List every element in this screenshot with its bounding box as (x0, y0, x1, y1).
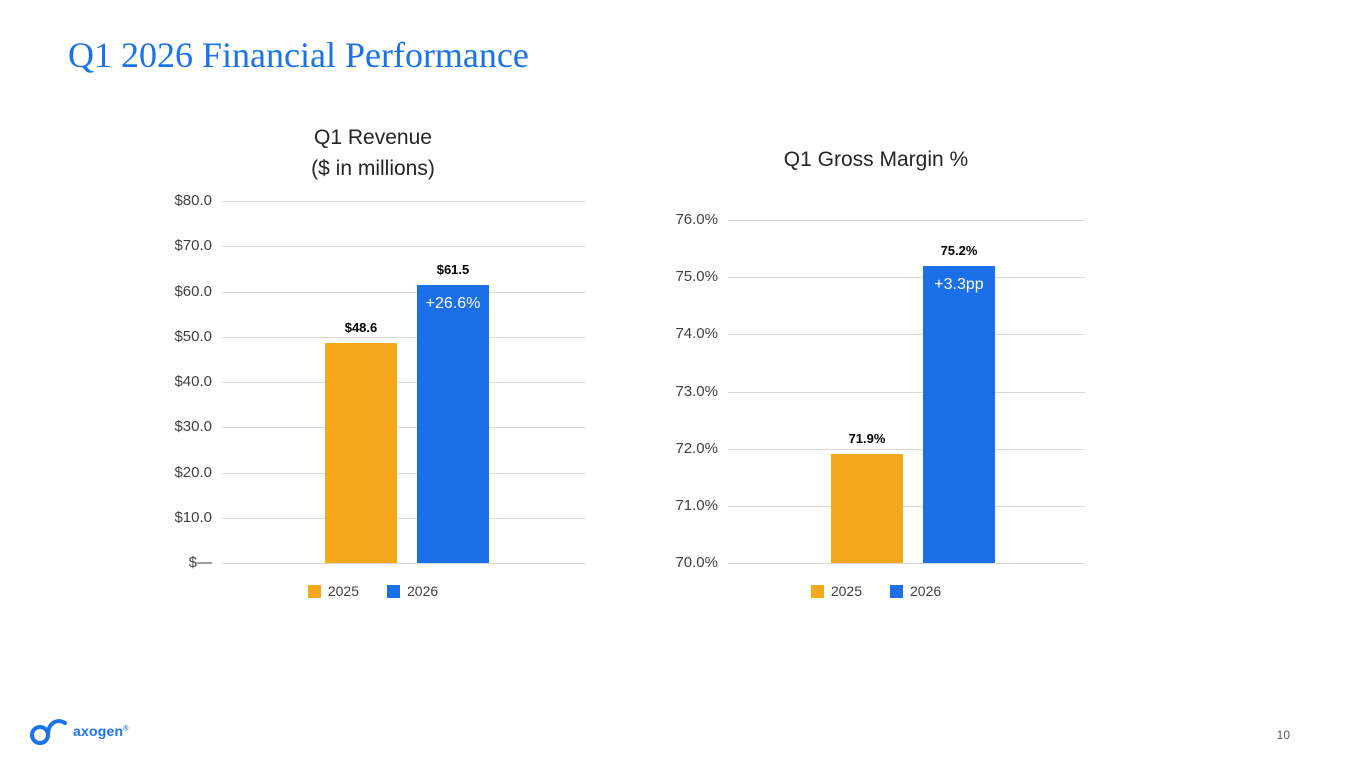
bar-data-label: 75.2% (940, 242, 978, 258)
bar-change-annotation: +26.6% (425, 294, 481, 312)
bar-change-annotation: +3.3pp (934, 275, 984, 293)
gridline (222, 336, 585, 338)
gross-margin-chart-legend: 2025 2026 (666, 583, 1086, 599)
legend-swatch-2026 (890, 584, 903, 598)
y-axis-tick-label: $30.0 (174, 418, 212, 436)
y-axis-tick-label: $40.0 (174, 373, 212, 390)
bar-data-label: 71.9% (848, 431, 886, 447)
gridline (222, 517, 585, 519)
revenue-chart-title-line2: ($ in millions) (311, 157, 435, 180)
gross-margin-chart-title: Q1 Gross Margin % (666, 144, 1086, 175)
bar-2025 (831, 454, 903, 563)
y-axis-tick-label: 71.0% (675, 496, 718, 514)
y-axis-tick-label: 75.0% (675, 268, 718, 286)
y-axis-tick-label: $60.0 (174, 282, 212, 300)
legend-item-2025: 2025 (810, 583, 862, 599)
gross-margin-chart-plot: 70.0% 71.0% 72.0% 73.0% 74.0% 75.0% 76.0% 71.9%… (666, 211, 1085, 571)
gridline (728, 563, 1085, 564)
bar-2026 (417, 284, 489, 563)
gridline (222, 563, 585, 564)
y-axis-tick-label: 76.0% (675, 211, 718, 228)
revenue-chart-legend: 2025 2026 (160, 583, 586, 599)
gridline (222, 291, 585, 293)
gridline (728, 277, 1085, 279)
gridline (728, 391, 1085, 393)
legend-label: 2025 (830, 583, 862, 599)
gridline (222, 382, 585, 383)
bar-data-label: $61.5 (436, 261, 470, 277)
y-axis-tick-label: $70.0 (174, 237, 212, 255)
bar-2026 (923, 265, 995, 563)
axogen-logo: axogen® (28, 714, 129, 748)
legend-label: 2025 (327, 583, 359, 599)
axogen-logo-icon (30, 719, 67, 745)
gridline (728, 505, 1085, 507)
legend-item-2026: 2026 (890, 583, 941, 599)
axogen-logo-text: axogen® (73, 723, 129, 739)
registered-mark: ® (123, 725, 129, 733)
gridline (728, 220, 1085, 221)
bar-2025 (325, 343, 397, 563)
y-axis-tick-label: 72.0% (675, 439, 718, 457)
slide-title: Q1 2026 Financial Performance (68, 35, 529, 75)
y-axis-tick-label: 73.0% (675, 382, 718, 400)
gridline (728, 448, 1085, 450)
gross-margin-chart-title-line1: Q1 Gross Margin % (783, 148, 969, 171)
legend-swatch-2025 (307, 584, 321, 598)
revenue-chart-plot: $— $10.0 $20.0 $30.0 $40.0 $50.0 $60.0 $70.0 $80… (160, 192, 585, 571)
y-axis-tick-label: $20.0 (174, 463, 212, 481)
y-axis-tick-label: $10.0 (174, 508, 212, 526)
y-axis-tick-label: 70.0% (675, 554, 718, 571)
legend-swatch-2026 (387, 584, 400, 598)
page-number: 10 (1276, 728, 1290, 742)
y-axis-tick-label: 74.0% (675, 325, 718, 343)
bar-data-label: $48.6 (344, 320, 378, 336)
legend-item-2026: 2026 (387, 583, 438, 599)
gridline (222, 472, 585, 474)
legend-swatch-2025 (810, 584, 824, 598)
revenue-chart-title-line1: Q1 Revenue (314, 126, 432, 149)
gridline (728, 334, 1085, 336)
legend-item-2025: 2025 (307, 583, 359, 599)
gridline (222, 427, 585, 429)
revenue-chart-title: Q1 Revenue ($ in millions) (160, 122, 586, 184)
y-axis-tick-label: $— (188, 554, 212, 571)
gridline (222, 201, 585, 202)
y-axis-tick-label: $80.0 (174, 192, 212, 209)
gridline (222, 246, 585, 248)
y-axis-tick-label: $50.0 (174, 327, 212, 345)
legend-label: 2026 (407, 583, 439, 599)
legend-label: 2026 (910, 583, 942, 599)
